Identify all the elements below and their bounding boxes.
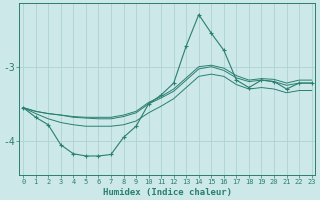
X-axis label: Humidex (Indice chaleur): Humidex (Indice chaleur) [103,188,232,197]
